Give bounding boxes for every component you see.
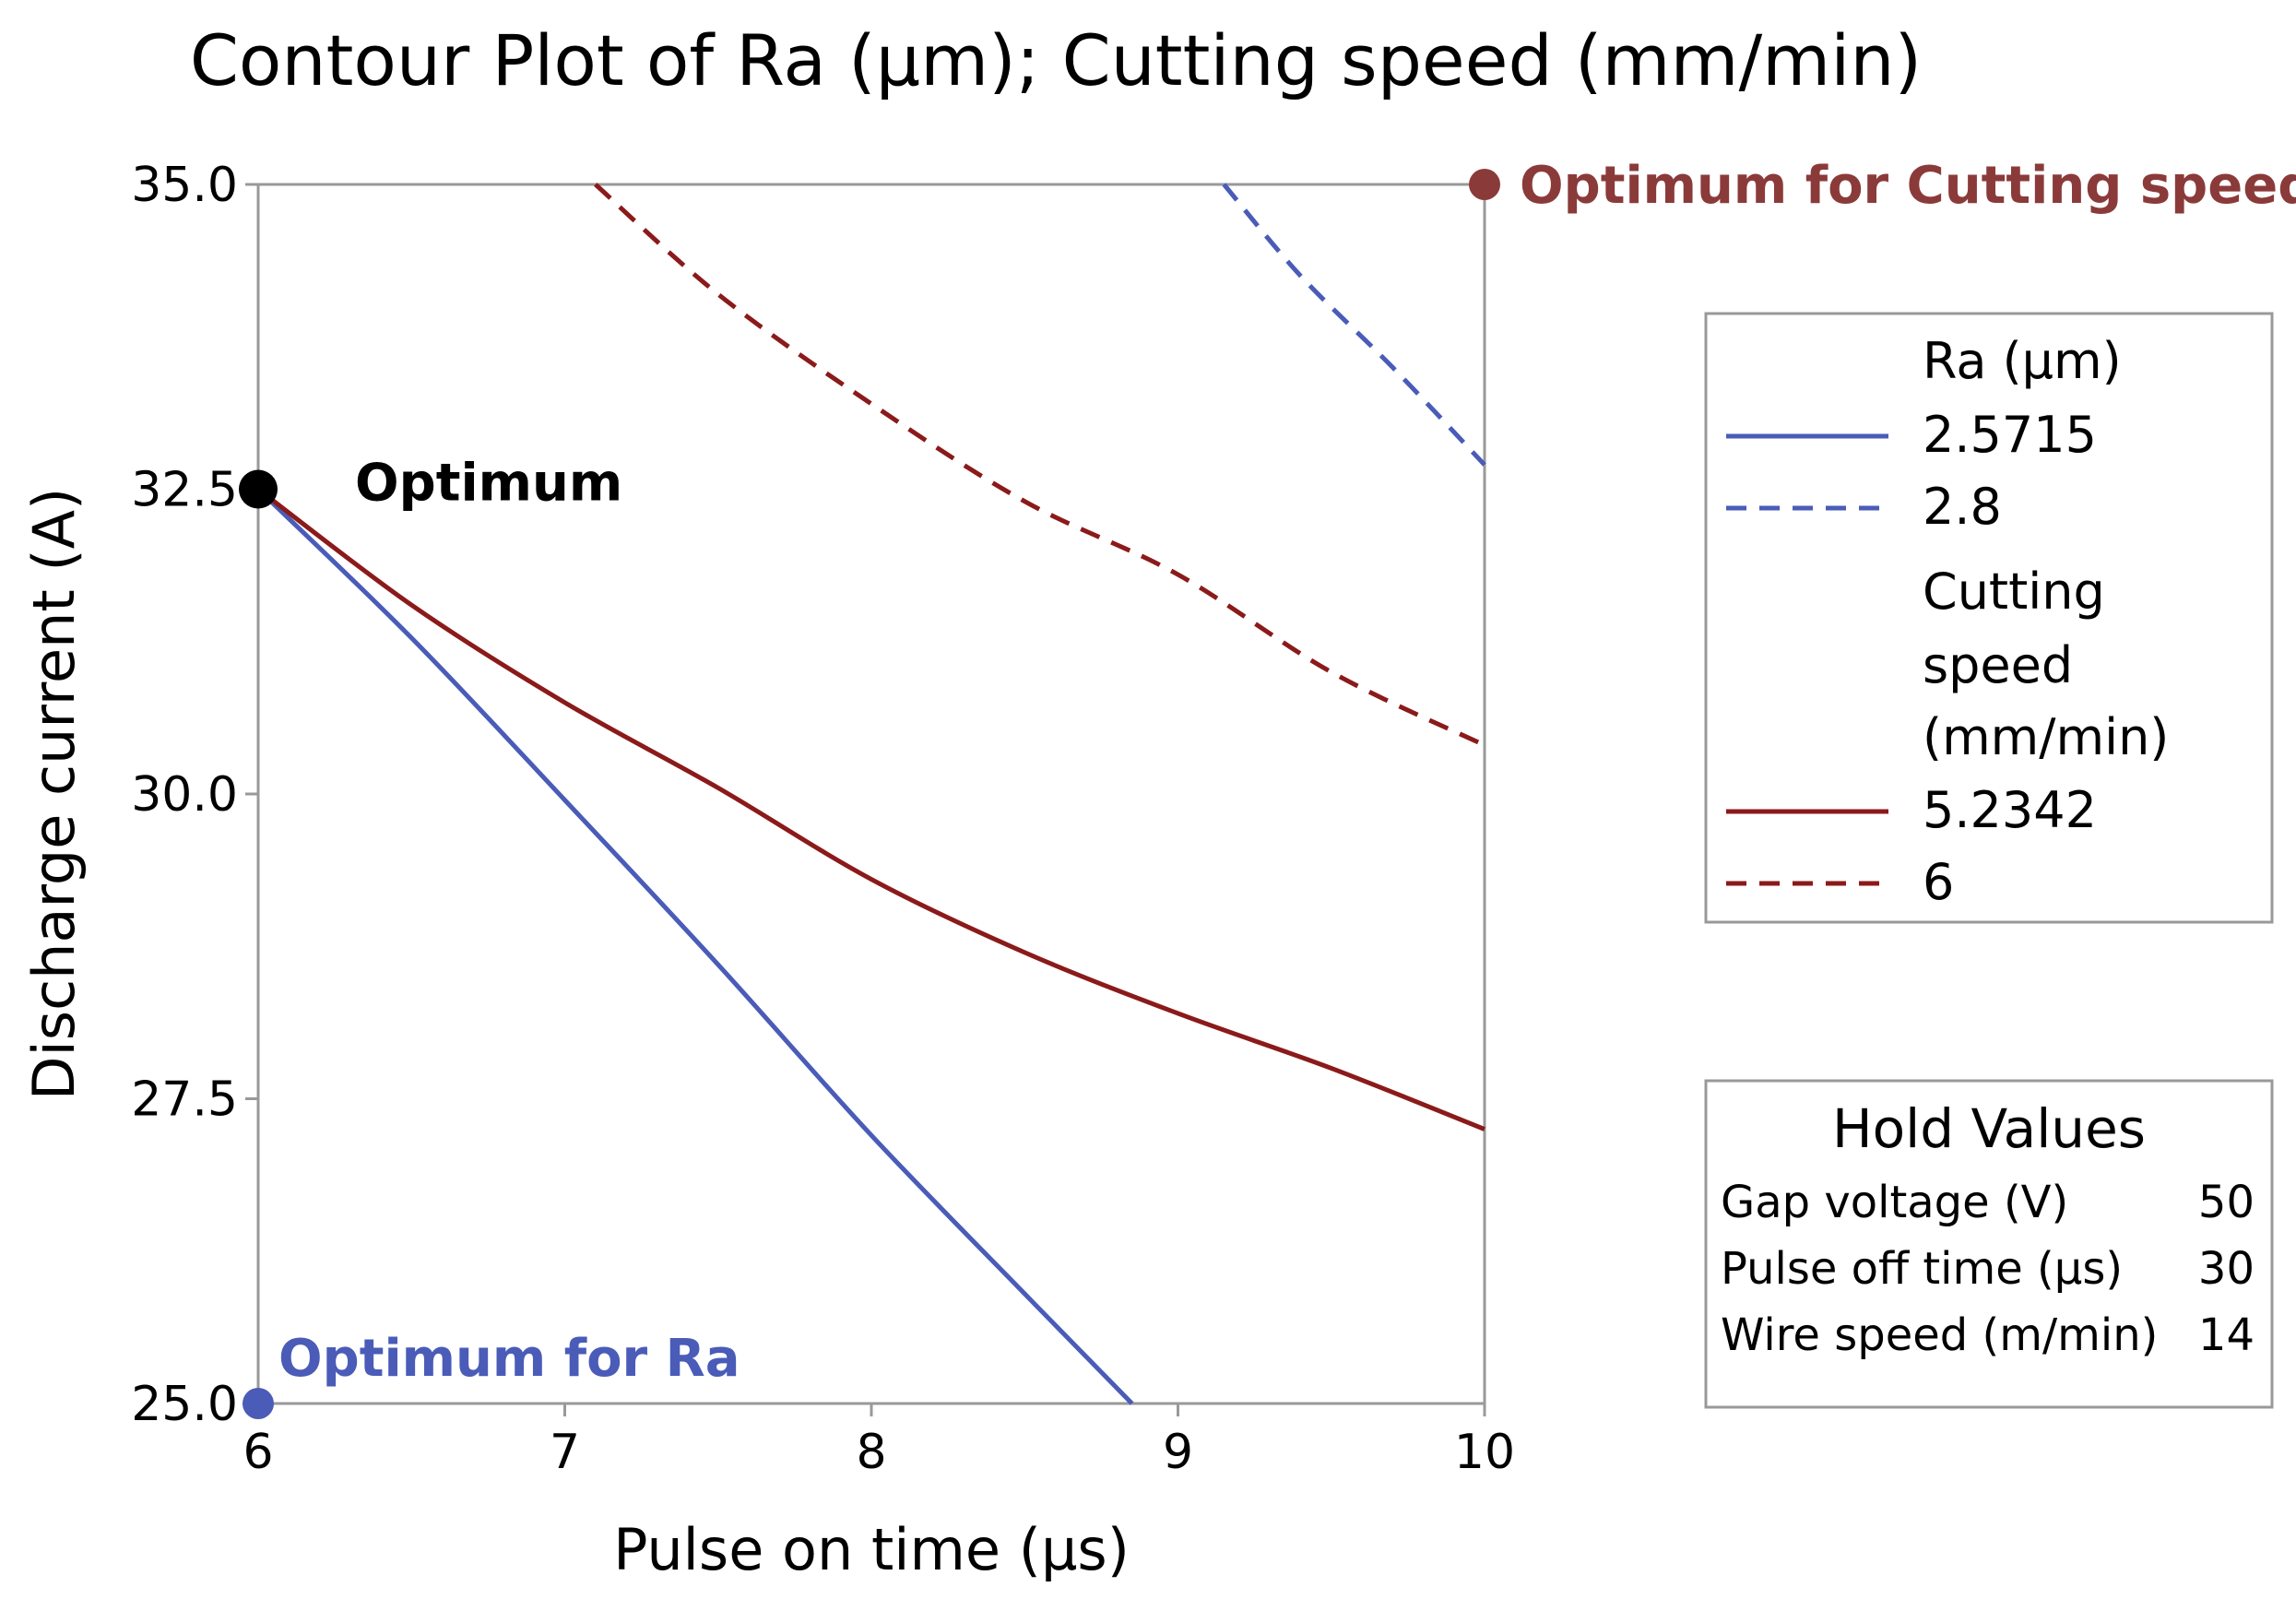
contour-line-ra-2-5715: [256, 487, 1134, 1405]
legend-label-ra-2-5715: 2.5715: [1923, 406, 2097, 464]
y-axis-label: Discharge current (A): [20, 488, 88, 1100]
hold-row-pulse-off-label: Pulse off time (µs): [1721, 1243, 2123, 1295]
contour-line-cutting-speed-6: [594, 183, 1486, 748]
y-tick-label-35-0: 35.0: [131, 158, 238, 213]
optimum-for-cutting-speed-marker: [1469, 169, 1500, 200]
contour-lines-group: [256, 183, 1486, 1405]
contour-legend: Ra (µm) 2.5715 2.8 Cutting speed (mm/min…: [1704, 312, 2274, 924]
legend-cs-header-line-2: speed: [1923, 636, 2073, 694]
x-tick-label-9: 9: [1163, 1425, 1193, 1480]
y-tick-label-25-0: 25.0: [131, 1377, 238, 1432]
hold-row-wire-speed-value: 14: [2198, 1309, 2255, 1361]
optimum-for-ra-marker: [243, 1388, 274, 1419]
x-tick-label-6: 6: [243, 1425, 273, 1480]
legend-label-ra-2-8: 2.8: [1923, 478, 2002, 536]
legend-label-cs-5-2342: 5.2342: [1923, 781, 2097, 839]
legend-cs-header-line-3: (mm/min): [1923, 708, 2169, 766]
y-tick-label-30-0: 30.0: [131, 767, 238, 823]
x-tick-label-10: 10: [1454, 1425, 1515, 1480]
optimum-points-group: Optimum Optimum for Ra Optimum for Cutting…: [239, 156, 2296, 1419]
hold-row-pulse-off-value: 30: [2198, 1243, 2255, 1295]
optimum-for-ra-label: Optimum for Ra: [278, 1329, 740, 1389]
hold-row-wire-speed-label: Wire speed (m/min): [1721, 1309, 2158, 1361]
optimum-marker: [239, 469, 278, 509]
legend-label-cs-6: 6: [1923, 853, 1954, 911]
x-tick-label-7: 7: [550, 1425, 580, 1480]
legend-ra-header: Ra (µm): [1923, 332, 2122, 390]
chart-title: Contour Plot of Ra (µm); Cutting speed (…: [190, 19, 1922, 101]
hold-row-gap-voltage-value: 50: [2198, 1177, 2255, 1228]
plot-frame: [256, 183, 1486, 1405]
contour-line-ra-2-8: [1222, 183, 1486, 467]
y-tick-label-27-5: 27.5: [131, 1072, 238, 1128]
x-axis-label: Pulse on time (µs): [613, 1516, 1130, 1583]
y-tick-label-32-5: 32.5: [131, 463, 238, 518]
hold-values-box: Hold Values Gap voltage (V) 50 Pulse off…: [1704, 1079, 2274, 1409]
tick-group: 6 7 8 9 10 25.0 27.5 30.0 32.5 35.0: [131, 158, 1515, 1480]
hold-values-frame: [1704, 1079, 2274, 1409]
x-tick-label-8: 8: [856, 1425, 886, 1480]
hold-values-title: Hold Values: [1832, 1097, 2146, 1160]
contour-line-cutting-speed-5-2342: [256, 487, 1485, 1131]
hold-row-gap-voltage-label: Gap voltage (V): [1721, 1177, 2068, 1228]
optimum-for-cutting-speed-label: Optimum for Cutting speed: [1520, 156, 2296, 216]
optimum-label: Optimum: [355, 454, 622, 514]
legend-cs-header-line-1: Cutting: [1923, 563, 2105, 621]
legend-frame: [1704, 312, 2274, 924]
